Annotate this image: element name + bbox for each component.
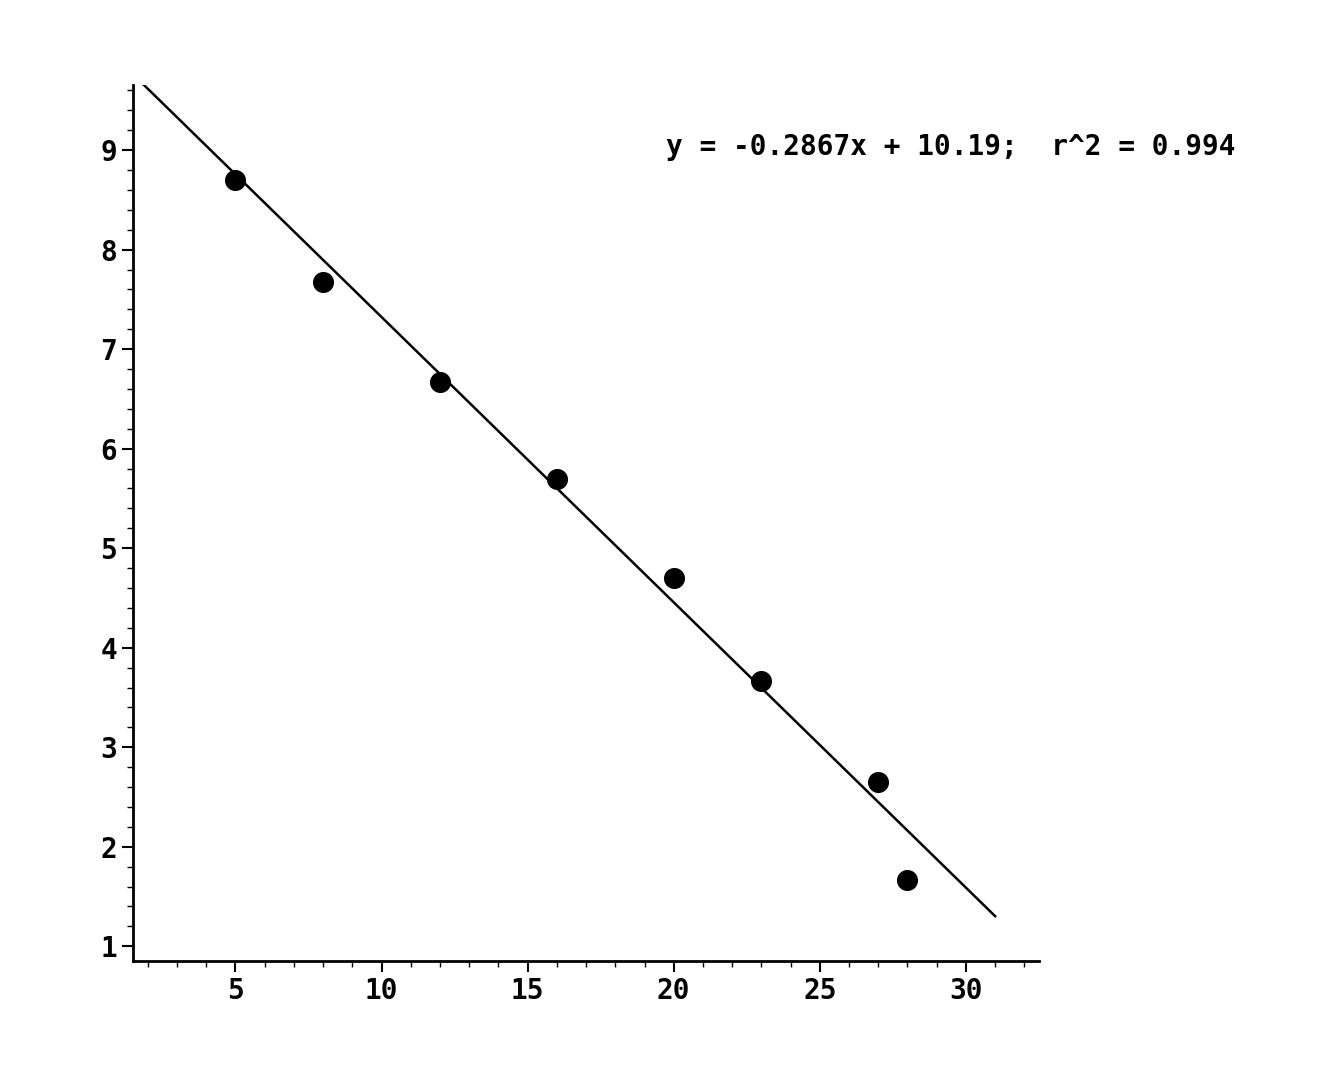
Point: [225, 172, 246, 189]
Point: [867, 773, 888, 790]
Point: [896, 871, 918, 889]
Point: [751, 672, 773, 689]
Point: [429, 374, 450, 391]
Point: [313, 273, 334, 290]
Point: [663, 569, 685, 586]
Text: y = -0.2867x + 10.19;  r^2 = 0.994: y = -0.2867x + 10.19; r^2 = 0.994: [666, 132, 1236, 161]
Point: [546, 470, 567, 487]
